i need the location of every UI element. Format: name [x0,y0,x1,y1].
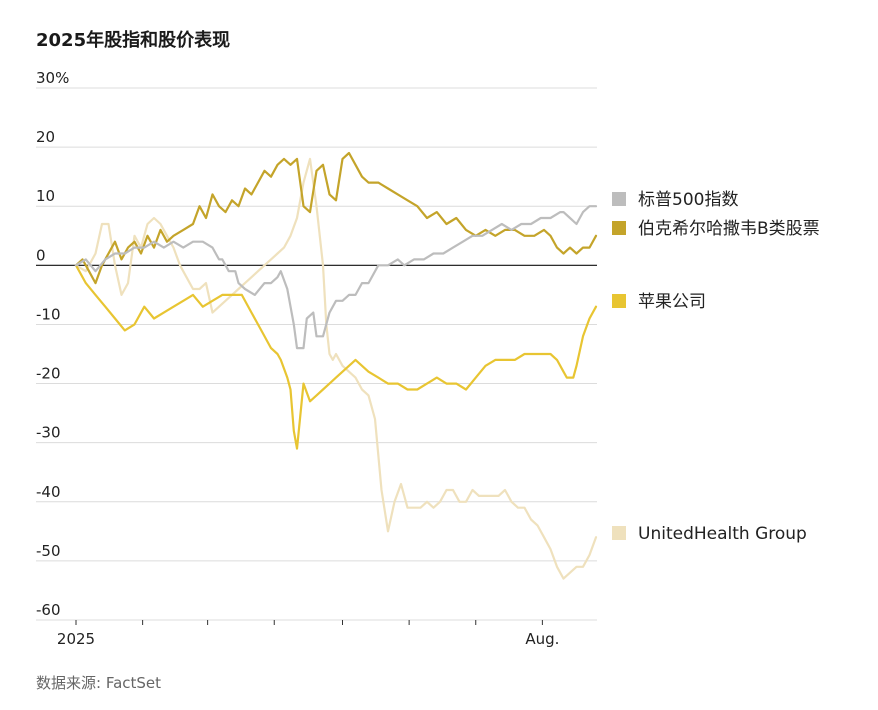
chart-title: 2025年股指和股价表现 [36,30,231,51]
y-tick-label: 10 [36,187,55,205]
legend-swatch [612,294,626,308]
x-tick-label: Aug. [525,630,559,648]
x-tick-label: 2025 [57,630,95,648]
legend-label: 伯克希尔哈撒韦B类股票 [638,219,820,239]
y-tick-label: -10 [36,305,61,323]
y-tick-label: 30% [36,69,69,87]
y-tick-label: -40 [36,483,61,501]
source-note: 数据来源: FactSet [36,674,162,692]
legend-swatch [612,192,626,206]
series-line-3 [74,157,598,580]
legend-swatch [612,526,626,540]
legend-label: 标普500指数 [638,190,738,210]
series-line-0 [74,205,598,350]
y-tick-label: 0 [36,246,46,264]
y-tick-label: -20 [36,365,61,383]
series-line-2 [74,264,598,450]
legend-swatch [612,221,626,235]
legend-label: UnitedHealth Group [638,524,807,544]
axes: 30% 20 10 0 -10 -20 -30 -40 -50 -60 2025 Aug. [36,69,559,648]
y-tick-label: -60 [36,601,61,619]
y-tick-label: 20 [36,128,55,146]
series-lines [74,151,598,580]
gridlines [36,87,597,621]
y-tick-label: -50 [36,542,61,560]
y-tick-label: -30 [36,424,61,442]
legend-label: 苹果公司 [638,292,706,312]
